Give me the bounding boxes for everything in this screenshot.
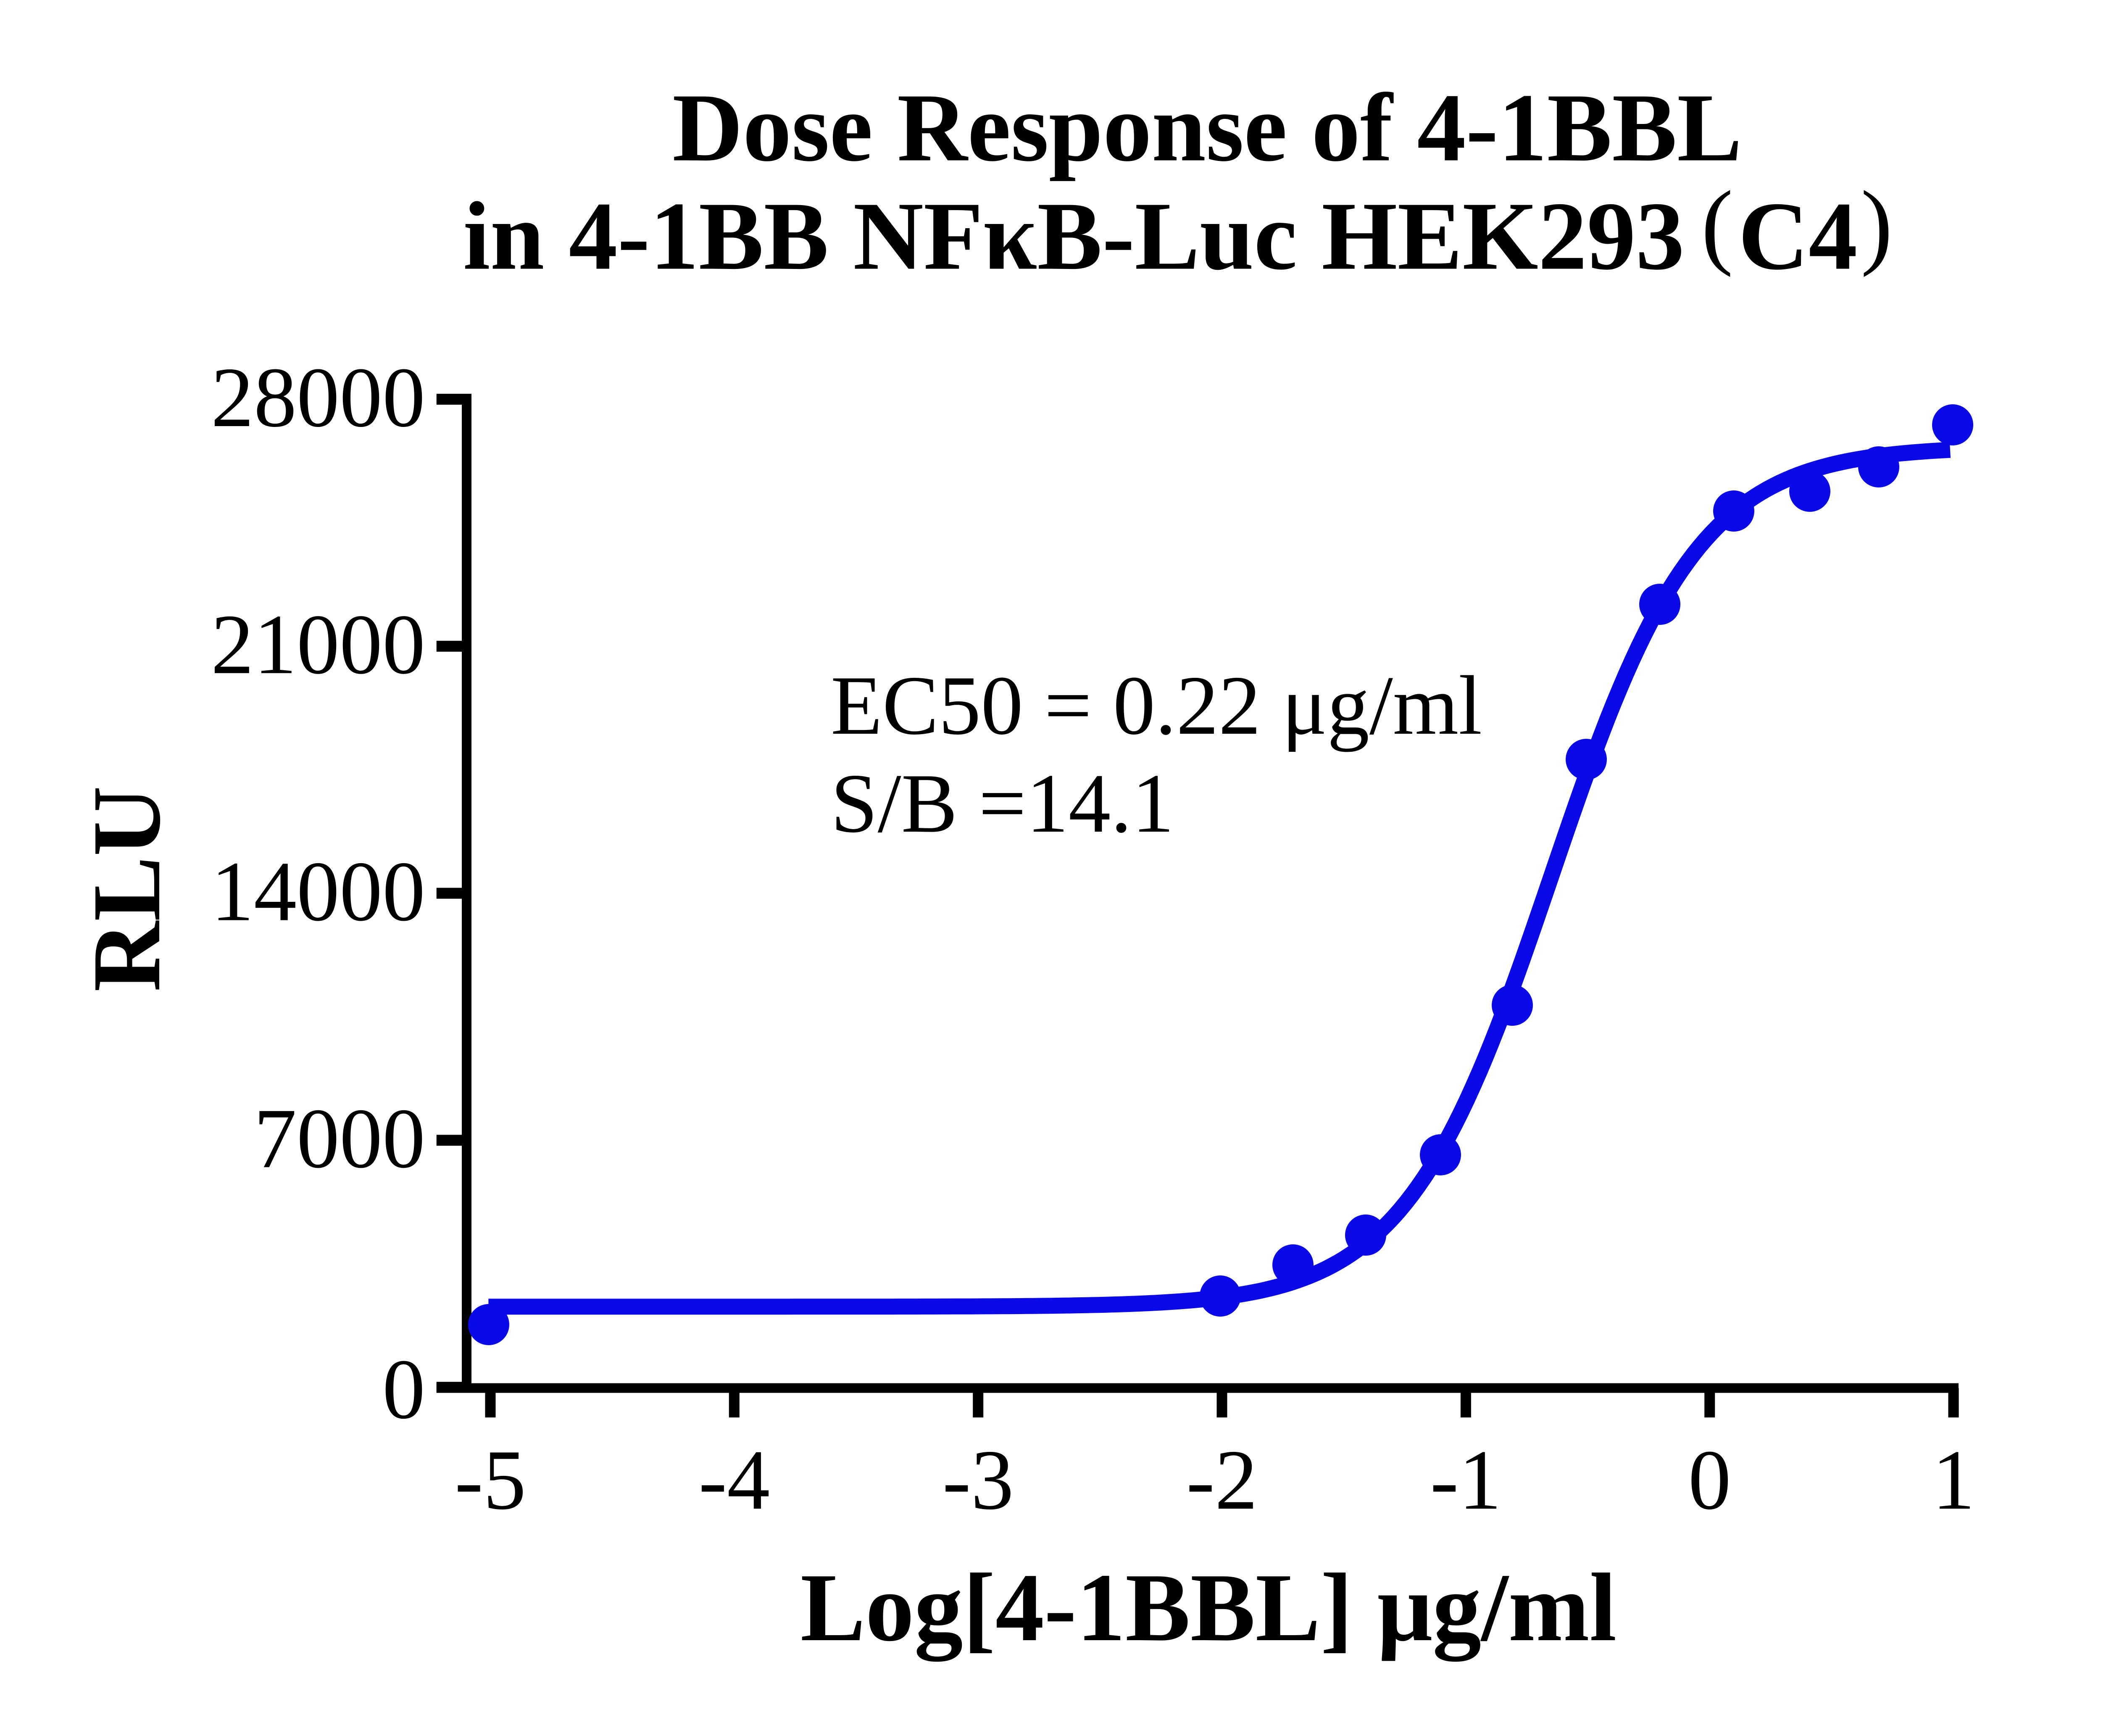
svg-text:-4: -4: [698, 1433, 770, 1528]
svg-text:Dose Response of 4-1BBL: Dose Response of 4-1BBL: [672, 74, 1742, 182]
svg-text:28000: 28000: [211, 350, 425, 445]
svg-text:Log[4-1BBL] μg/ml: Log[4-1BBL] μg/ml: [800, 1554, 1617, 1662]
svg-text:21000: 21000: [211, 597, 425, 692]
svg-text:-5: -5: [455, 1433, 526, 1528]
svg-text:1: 1: [1932, 1433, 1975, 1528]
svg-text:-1: -1: [1430, 1433, 1501, 1528]
svg-text:S/B =14.1: S/B =14.1: [831, 757, 1174, 850]
svg-text:14000: 14000: [211, 844, 425, 939]
svg-text:0: 0: [382, 1342, 425, 1437]
svg-text:RLU: RLU: [73, 786, 181, 992]
svg-text:in 4-1BB NFκB-Luc HEK293(C4): in 4-1BB NFκB-Luc HEK293 (C4): [463, 172, 1893, 290]
svg-text:-3: -3: [943, 1433, 1014, 1528]
svg-text:-2: -2: [1186, 1433, 1258, 1528]
svg-text:EC50 = 0.22 μg/ml: EC50 = 0.22 μg/ml: [831, 659, 1482, 752]
svg-text:0: 0: [1688, 1433, 1731, 1528]
svg-text:7000: 7000: [254, 1091, 425, 1186]
